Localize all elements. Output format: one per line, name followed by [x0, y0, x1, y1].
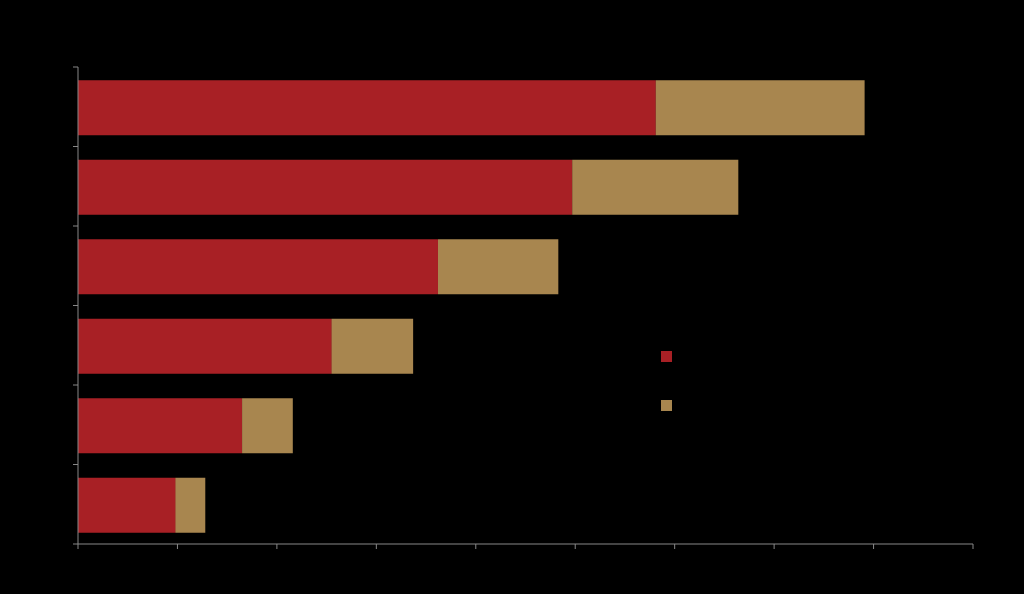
bar-segment-series2-row5	[242, 398, 293, 454]
bar-segment-series2-row3	[437, 239, 559, 295]
bar-segment-series1-row5	[78, 398, 243, 454]
bar-segment-series2-row6	[175, 477, 206, 533]
bar-segment-series1-row4	[78, 318, 332, 374]
bar-segment-series2-row4	[331, 318, 414, 374]
bar-segment-series2-row1	[655, 80, 865, 136]
legend-swatch-series1	[661, 351, 672, 362]
bar-segment-series1-row3	[78, 239, 438, 295]
bar-segment-series1-row2	[78, 159, 573, 215]
bar-segment-series1-row6	[78, 477, 176, 533]
bar-segment-series1-row1	[78, 80, 656, 136]
bar-segment-series2-row2	[572, 159, 739, 215]
legend-swatch-series2	[661, 400, 672, 411]
